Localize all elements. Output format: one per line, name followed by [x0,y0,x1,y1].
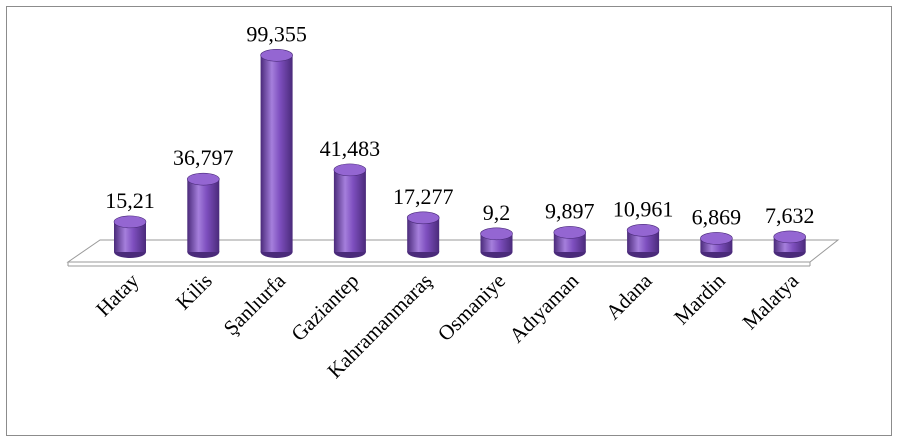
category-label: Gaziantep [286,269,363,346]
data-label: 17,277 [393,184,454,209]
bar-mardin [700,232,733,258]
chart-frame [6,6,892,436]
category-label: Adıyaman [505,268,584,347]
bar-kilis [187,172,220,258]
category-label: Kilis [171,269,217,315]
data-label: 9,897 [545,198,595,223]
bar-gaziantep [333,163,367,258]
data-label: 10,961 [613,196,674,221]
category-label: Hatay [91,268,144,321]
category-label: Adana [601,268,657,324]
category-label: Mardin [669,268,730,329]
category-label: Şanlıurfa [219,268,291,340]
bar-adana [626,223,660,258]
category-label: Osmaniye [433,269,510,346]
data-label: 36,797 [173,145,234,170]
data-label: 15,21 [105,188,155,213]
bar-osmaniye [480,227,513,258]
data-label: 99,355 [246,21,307,46]
data-label: 6,869 [692,204,742,229]
bar--anl-urfa [260,48,293,258]
bar-kahramanmara- [406,211,440,258]
bar-ad-yaman [553,226,587,258]
category-label: Malatya [738,268,804,334]
bar-malatya [773,230,807,258]
data-label: 7,632 [765,203,815,228]
data-label: 9,2 [483,200,511,225]
bar-hatay [113,215,147,258]
data-label: 41,483 [320,136,381,161]
